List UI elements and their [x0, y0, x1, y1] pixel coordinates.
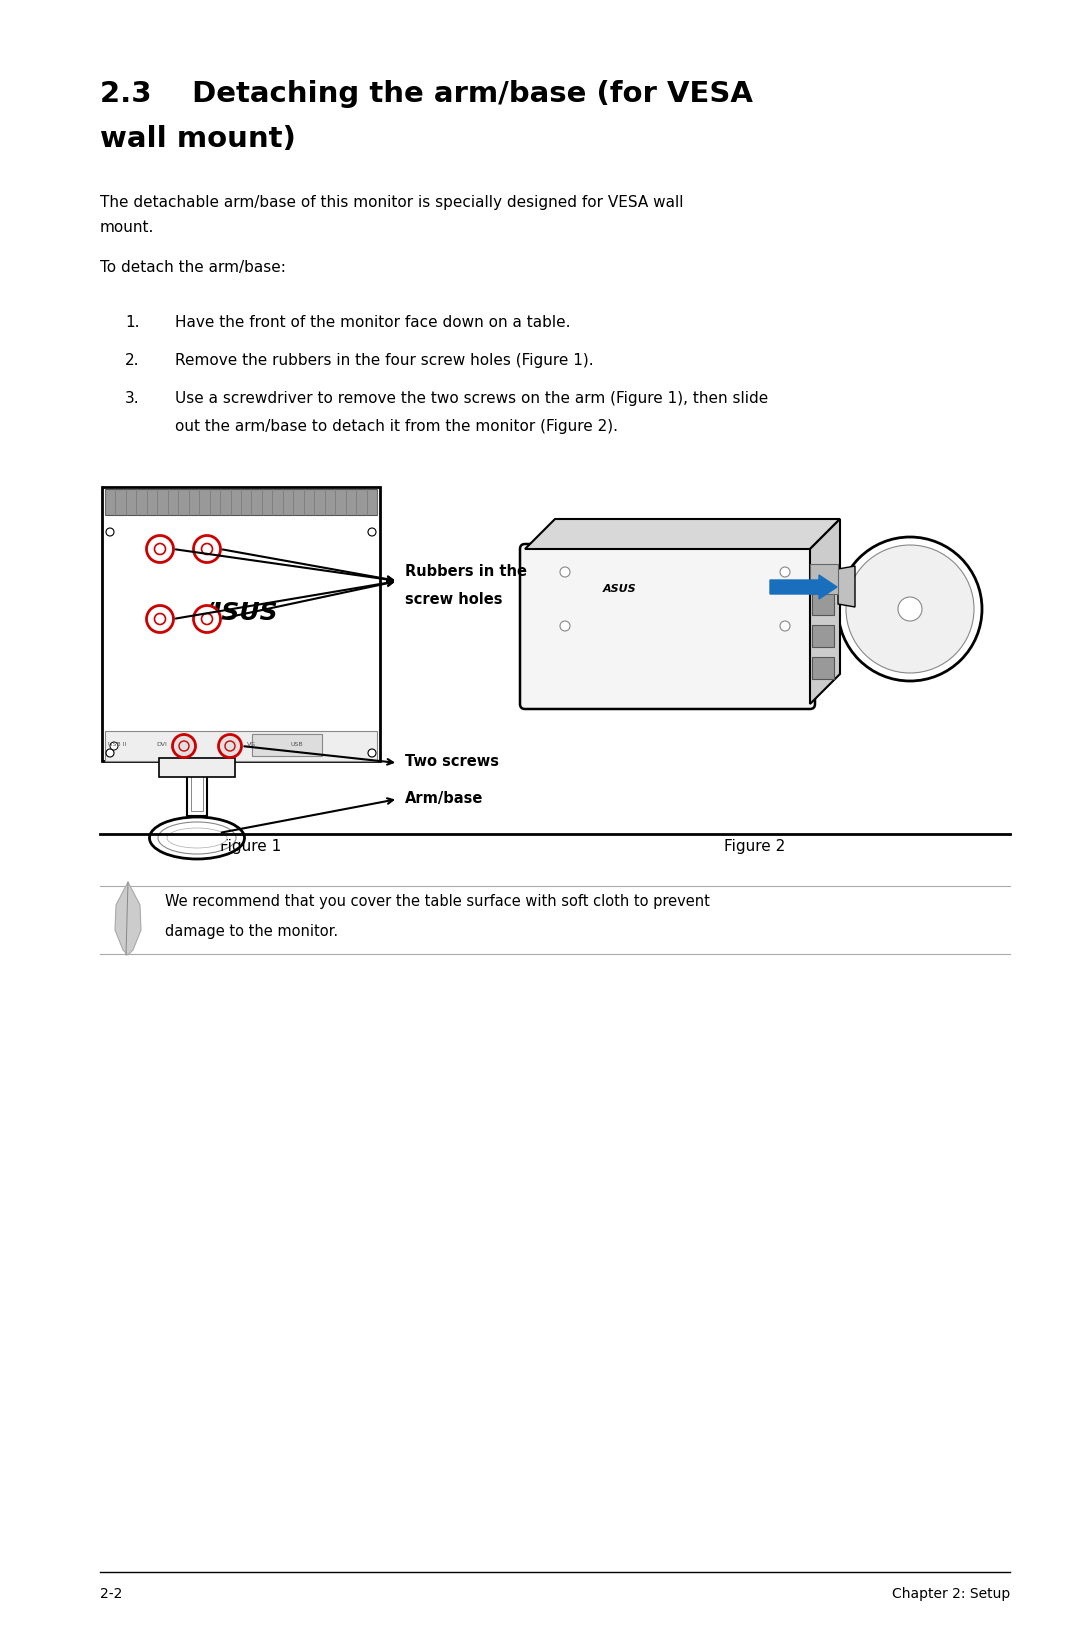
Text: Use a screwdriver to remove the two screws on the arm (Figure 1), then slide: Use a screwdriver to remove the two scre…	[175, 390, 768, 407]
Circle shape	[218, 734, 242, 758]
Circle shape	[225, 740, 235, 752]
Ellipse shape	[149, 817, 244, 859]
Circle shape	[106, 748, 114, 757]
Polygon shape	[838, 566, 855, 607]
Circle shape	[780, 566, 789, 578]
Polygon shape	[810, 519, 840, 704]
FancyBboxPatch shape	[812, 625, 834, 648]
Text: VG: VG	[247, 742, 257, 747]
Text: To detach the arm/base:: To detach the arm/base:	[100, 260, 286, 275]
Text: 1.: 1.	[125, 316, 139, 330]
Circle shape	[846, 545, 974, 674]
Circle shape	[838, 537, 982, 682]
FancyArrow shape	[770, 574, 837, 599]
Text: Arm/base: Arm/base	[405, 791, 484, 805]
Ellipse shape	[167, 828, 227, 848]
Text: 2-2: 2-2	[100, 1586, 122, 1601]
Circle shape	[897, 597, 922, 622]
Circle shape	[561, 566, 570, 578]
Text: Chapter 2: Setup: Chapter 2: Setup	[892, 1586, 1010, 1601]
Text: Rubbers in the: Rubbers in the	[405, 565, 527, 579]
Circle shape	[780, 622, 789, 631]
FancyBboxPatch shape	[105, 731, 377, 761]
Text: /ISUS: /ISUS	[204, 600, 279, 625]
Circle shape	[173, 734, 195, 758]
FancyBboxPatch shape	[812, 592, 834, 615]
Circle shape	[147, 535, 174, 563]
Circle shape	[193, 535, 220, 563]
Circle shape	[202, 543, 213, 555]
Polygon shape	[114, 882, 141, 955]
Text: Remove the rubbers in the four screw holes (Figure 1).: Remove the rubbers in the four screw hol…	[175, 353, 594, 368]
Circle shape	[106, 529, 114, 535]
Text: 2.: 2.	[125, 353, 139, 368]
Text: Have the front of the monitor face down on a table.: Have the front of the monitor face down …	[175, 316, 570, 330]
Text: 2.3    Detaching the arm/base (for VESA: 2.3 Detaching the arm/base (for VESA	[100, 80, 753, 107]
Text: DVI: DVI	[157, 742, 167, 747]
Text: out the arm/base to detach it from the monitor (Figure 2).: out the arm/base to detach it from the m…	[175, 420, 618, 434]
Text: 3.: 3.	[125, 390, 139, 407]
Circle shape	[154, 613, 165, 625]
Text: Figure 2: Figure 2	[725, 840, 785, 854]
Text: Figure 1: Figure 1	[220, 840, 282, 854]
Circle shape	[202, 613, 213, 625]
Text: ASUS: ASUS	[604, 584, 637, 594]
Circle shape	[154, 543, 165, 555]
Polygon shape	[525, 519, 840, 548]
Text: Two screws: Two screws	[405, 753, 499, 770]
Text: mount.: mount.	[100, 220, 154, 234]
FancyBboxPatch shape	[102, 486, 380, 761]
Ellipse shape	[158, 822, 237, 854]
Text: The detachable arm/base of this monitor is specially designed for VESA wall: The detachable arm/base of this monitor …	[100, 195, 684, 210]
Circle shape	[193, 605, 220, 633]
Text: damage to the monitor.: damage to the monitor.	[165, 924, 338, 939]
Circle shape	[368, 529, 376, 535]
Text: We recommend that you cover the table surface with soft cloth to prevent: We recommend that you cover the table su…	[165, 893, 710, 909]
Text: screw holes: screw holes	[405, 592, 502, 607]
Circle shape	[147, 605, 174, 633]
FancyBboxPatch shape	[519, 543, 815, 709]
Circle shape	[179, 740, 189, 752]
FancyBboxPatch shape	[252, 734, 322, 757]
FancyBboxPatch shape	[812, 657, 834, 678]
FancyBboxPatch shape	[187, 761, 207, 817]
Circle shape	[110, 742, 118, 750]
FancyBboxPatch shape	[105, 490, 377, 516]
Text: wall mount): wall mount)	[100, 125, 296, 153]
Circle shape	[561, 622, 570, 631]
FancyBboxPatch shape	[191, 766, 203, 810]
FancyBboxPatch shape	[810, 565, 838, 594]
Circle shape	[368, 748, 376, 757]
FancyBboxPatch shape	[159, 758, 235, 778]
Text: USB: USB	[291, 742, 303, 747]
Text: USB II: USB II	[108, 742, 126, 747]
